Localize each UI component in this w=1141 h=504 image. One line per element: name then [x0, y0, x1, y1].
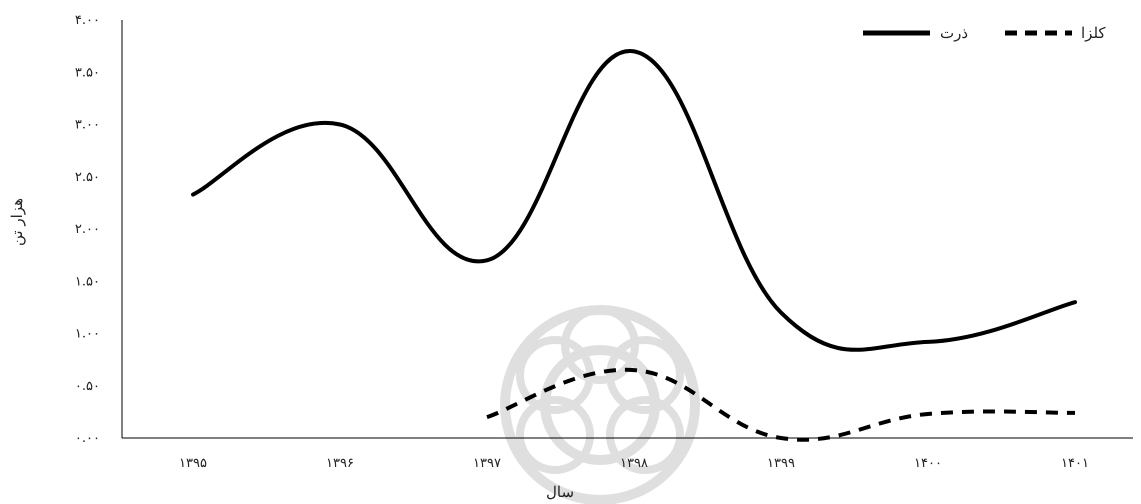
legend: کلزا ذرت	[863, 24, 1106, 42]
x-axis-title: سال	[546, 483, 574, 501]
y-tick-label: ۱.۵۰	[75, 274, 100, 289]
y-tick-label: ۰.۰۰	[75, 431, 100, 446]
x-tick-label: ۱۴۰۰	[914, 456, 942, 471]
y-tick-label: ۰.۵۰	[75, 379, 100, 394]
series-line-2	[486, 367, 1076, 442]
x-tick-label: ۱۳۹۶	[326, 456, 354, 471]
watermark-emblem	[500, 305, 700, 504]
y-axis-title: هزار تن	[8, 198, 26, 246]
x-axis-ticks: ۱۳۹۵ ۱۳۹۶ ۱۳۹۷ ۱۳۹۸ ۱۳۹۹ ۱۴۰۰ ۱۴۰۱	[179, 456, 1089, 471]
y-tick-label: ۱.۰۰	[75, 327, 100, 342]
x-tick-label: ۱۳۹۹	[767, 456, 795, 471]
y-axis-ticks: ۰.۰۰ ۰.۵۰ ۱.۰۰ ۱.۵۰ ۲.۰۰ ۲.۵۰ ۳.۰۰ ۳.۵۰ ۴.۰۰	[75, 13, 100, 446]
x-tick-label: ۱۳۹۸	[620, 456, 648, 471]
y-tick-label: ۲.۵۰	[75, 170, 100, 185]
x-tick-label: ۱۳۹۵	[179, 456, 207, 471]
y-tick-label: ۳.۰۰	[75, 118, 100, 133]
legend-label: ذرت	[940, 24, 968, 42]
y-tick-label: ۲.۰۰	[75, 222, 100, 237]
legend-label: کلزا	[1081, 24, 1106, 42]
y-tick-label: ۳.۵۰	[75, 65, 100, 80]
x-tick-label: ۱۴۰۱	[1061, 456, 1089, 471]
y-tick-label: ۴.۰۰	[75, 13, 100, 28]
series-group	[191, 49, 1077, 442]
axes	[121, 20, 1133, 439]
x-tick-label: ۱۳۹۷	[473, 456, 501, 471]
series-line-1	[191, 49, 1077, 352]
